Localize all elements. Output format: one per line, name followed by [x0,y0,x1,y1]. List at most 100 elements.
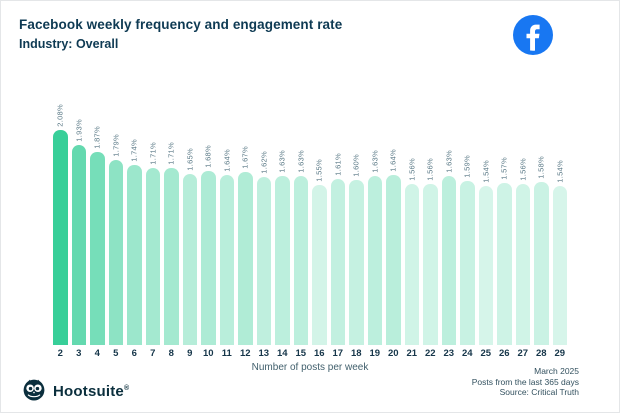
x-tick-label: 9 [187,348,193,359]
x-axis-title: Number of posts per week [251,362,369,373]
x-tick-label: 19 [369,348,381,359]
bar-value-label: 1.54% [481,160,491,183]
x-tick-label: 27 [517,348,529,359]
x-tick-label: 15 [295,348,307,359]
bar-slot: 1.56% [515,91,530,345]
x-tick-label: 13 [258,348,270,359]
x-tick-label: 2 [57,348,63,359]
x-tick-label: 6 [131,348,137,359]
bar [71,145,86,345]
x-axis-tick-labels: 2 3 4 5 6 7 8 9 10 11 12 13 14 15 16 17 18 19 20 21 22 23 24 25… [53,348,567,359]
bar [201,171,216,345]
bar-value-label: 1.71% [166,142,176,165]
hootsuite-wordmark: Hootsuite® [53,383,130,400]
bar-value-label: 1.63% [296,150,306,173]
bar [478,186,493,345]
bar-value-label: 1.58% [536,156,546,179]
bar-value-label: 1.67% [240,146,250,169]
x-tick-label: 14 [276,348,288,359]
bar [312,185,327,345]
bar-value-label: 1.79% [111,134,121,157]
bar-value-label: 1.63% [277,150,287,173]
bar-slot: 1.61% [330,91,345,345]
bar [423,184,438,345]
bar-slot: 1.63% [293,91,308,345]
bar-value-label: 1.64% [388,149,398,172]
bar-value-label: 1.68% [203,145,213,168]
bar-slot: 2.08% [53,91,68,345]
bar-value-label: 1.55% [314,159,324,182]
bar [552,186,567,345]
bar [53,130,68,345]
bar [386,175,401,345]
bar-slot: 1.67% [238,91,253,345]
bar-value-label: 1.87% [92,126,102,149]
bar-value-label: 2.08% [55,104,65,127]
bar [275,176,290,345]
x-tick-label: 20 [387,348,399,359]
bar-value-label: 1.62% [259,151,269,174]
bar-value-label: 1.59% [462,155,472,178]
x-tick-label: 28 [535,348,547,359]
bar-value-label: 1.64% [222,149,232,172]
x-tick-label: 29 [554,348,566,359]
bar-slot: 1.71% [145,91,160,345]
bar-slot: 1.54% [552,91,567,345]
x-tick-label: 26 [498,348,510,359]
x-tick-label: 4 [94,348,100,359]
bar-slot: 1.63% [367,91,382,345]
bar-slot: 1.57% [497,91,512,345]
bar-slot: 1.65% [182,91,197,345]
facebook-icon [513,15,553,55]
x-tick-label: 21 [406,348,418,359]
bar-value-label: 1.57% [499,157,509,180]
bar [441,176,456,345]
bar [349,180,364,345]
bar-value-label: 1.54% [555,160,565,183]
bar-slot: 1.56% [404,91,419,345]
bar-value-label: 1.61% [333,153,343,176]
bar-slot: 1.58% [534,91,549,345]
bar-slot: 1.63% [275,91,290,345]
chart-source-note: March 2025 Posts from the last 365 days … [472,366,579,398]
page-title: Facebook weekly frequency and engagement… [19,17,343,32]
hootsuite-owl-icon [21,376,47,407]
bar-value-label: 1.71% [148,142,158,165]
bar [182,174,197,345]
bar-slot: 1.56% [423,91,438,345]
bar [238,172,253,345]
x-tick-label: 24 [461,348,473,359]
bar-slot: 1.93% [71,91,86,345]
page-subtitle: Industry: Overall [19,37,119,51]
x-tick-label: 22 [424,348,436,359]
bar-value-label: 1.56% [425,158,435,181]
bar [404,184,419,345]
bar [460,181,475,345]
bar-value-label: 1.65% [185,148,195,171]
bar [293,176,308,345]
registered-mark: ® [123,385,130,392]
bar [145,168,160,345]
x-tick-label: 8 [168,348,174,359]
bar-value-label: 1.56% [518,158,528,181]
bar-slot: 1.59% [460,91,475,345]
x-tick-label: 10 [202,348,214,359]
bar-value-label: 1.60% [351,154,361,177]
bar [127,165,142,345]
date-note: March 2025 [534,366,579,376]
bar-slot: 1.55% [312,91,327,345]
bar [219,175,234,345]
bar-slot: 1.87% [90,91,105,345]
bar-slot: 1.64% [386,91,401,345]
x-tick-label: 3 [76,348,82,359]
bar-slot: 1.79% [108,91,123,345]
bar [90,152,105,345]
x-tick-label: 12 [239,348,251,359]
x-tick-label: 18 [350,348,362,359]
x-tick-label: 11 [221,348,232,359]
bar-value-label: 1.63% [370,150,380,173]
bar-slot: 1.63% [441,91,456,345]
bar [534,182,549,345]
source-note: Source: Critical Truth [499,387,579,397]
